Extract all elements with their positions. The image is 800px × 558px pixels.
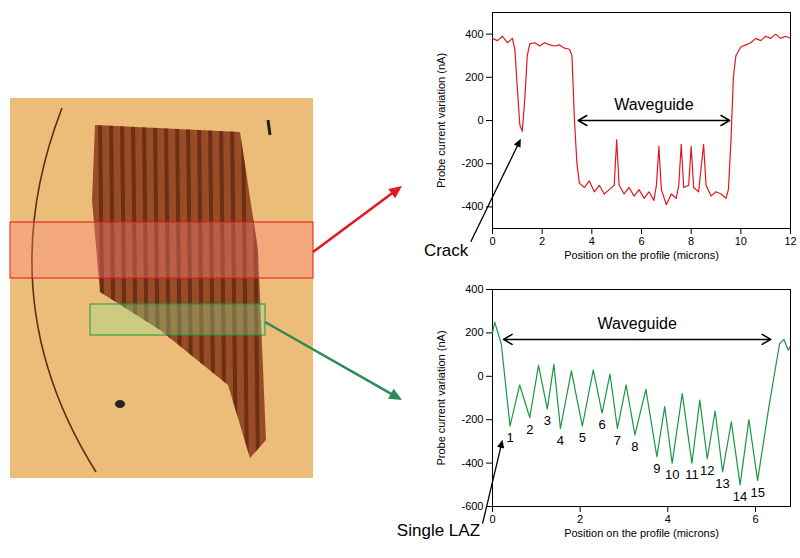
svg-text:6: 6 (752, 513, 758, 525)
svg-text:11: 11 (685, 467, 699, 482)
svg-text:9: 9 (653, 461, 660, 476)
svg-text:10: 10 (665, 467, 679, 482)
svg-text:Single LAZ: Single LAZ (397, 521, 480, 540)
svg-text:400: 400 (465, 283, 483, 295)
svg-text:14: 14 (733, 489, 747, 504)
svg-text:8: 8 (631, 439, 638, 454)
svg-text:15: 15 (750, 485, 764, 500)
svg-text:4: 4 (589, 235, 595, 247)
svg-text:Probe current variation (nA): Probe current variation (nA) (435, 53, 447, 188)
svg-text:-400: -400 (461, 457, 483, 469)
svg-text:13: 13 (715, 476, 729, 491)
svg-text:2: 2 (539, 235, 545, 247)
svg-text:3: 3 (544, 413, 551, 428)
svg-text:10: 10 (735, 235, 747, 247)
svg-text:12: 12 (784, 235, 796, 247)
svg-text:200: 200 (465, 326, 483, 338)
svg-text:1: 1 (506, 430, 513, 445)
svg-text:Position on the profile (micro: Position on the profile (microns) (564, 527, 719, 539)
svg-text:Crack: Crack (424, 241, 469, 260)
svg-text:5: 5 (579, 430, 586, 445)
svg-text:4: 4 (557, 433, 564, 448)
svg-text:Waveguide: Waveguide (597, 315, 677, 332)
svg-text:7: 7 (614, 433, 621, 448)
svg-text:0: 0 (477, 370, 483, 382)
svg-text:6: 6 (598, 417, 605, 432)
svg-text:12: 12 (700, 463, 714, 478)
svg-text:6: 6 (638, 235, 644, 247)
svg-text:0: 0 (489, 235, 495, 247)
svg-text:Probe current variation (nA): Probe current variation (nA) (435, 330, 447, 465)
svg-text:8: 8 (688, 235, 694, 247)
svg-text:Waveguide: Waveguide (614, 96, 694, 113)
svg-text:Position on the profile (micro: Position on the profile (microns) (564, 249, 719, 261)
svg-text:0: 0 (477, 114, 483, 126)
svg-text:2: 2 (577, 513, 583, 525)
svg-text:4: 4 (665, 513, 671, 525)
svg-text:0: 0 (489, 513, 495, 525)
svg-text:400: 400 (465, 28, 483, 40)
svg-text:2: 2 (526, 422, 533, 437)
svg-text:-600: -600 (461, 500, 483, 512)
svg-text:-200: -200 (461, 157, 483, 169)
svg-text:200: 200 (465, 71, 483, 83)
svg-text:-200: -200 (461, 413, 483, 425)
svg-text:-400: -400 (461, 200, 483, 212)
